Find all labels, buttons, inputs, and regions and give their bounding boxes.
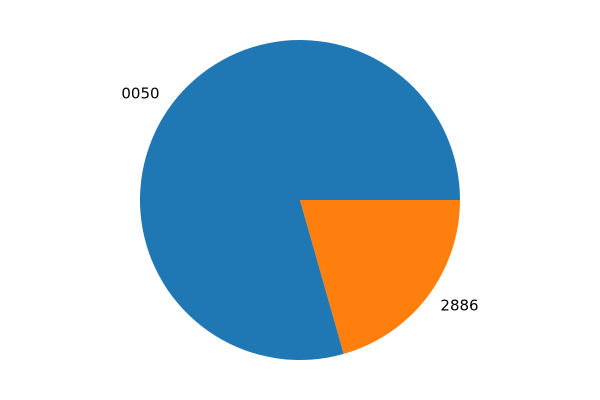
pie-slice-2886 — [300, 200, 460, 354]
pie-label-2886: 2886 — [440, 297, 478, 315]
pie-label-0050: 0050 — [121, 84, 159, 102]
pie-slice-0050 — [140, 40, 460, 361]
